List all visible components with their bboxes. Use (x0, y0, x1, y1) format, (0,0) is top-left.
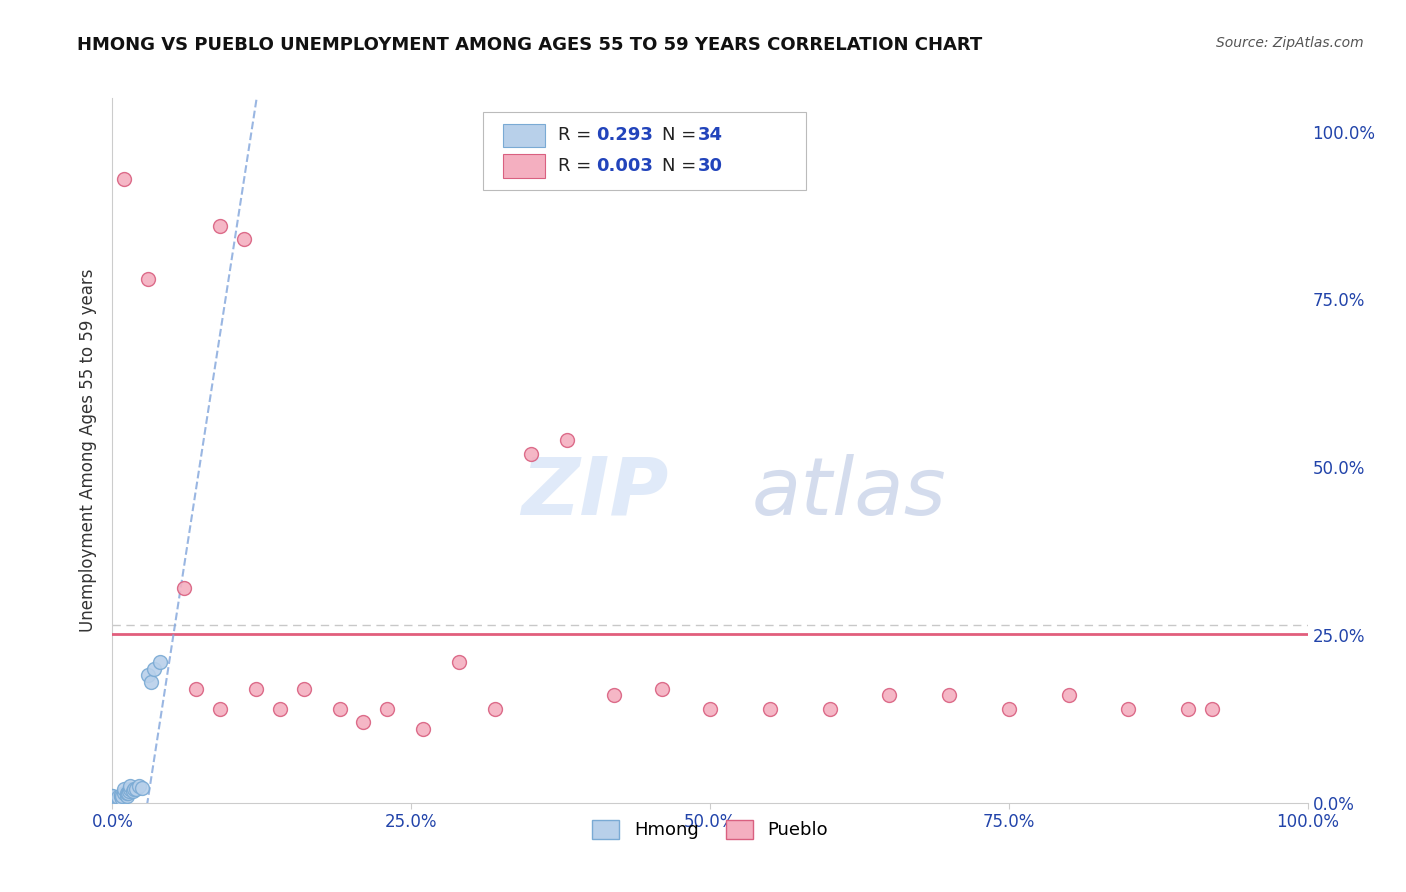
Point (292, 681, 315, 696)
Text: atlas: atlas (752, 454, 946, 532)
Point (101, 792, 124, 806)
Point (125, 782, 148, 797)
Point (233, 232, 256, 246)
Point (101, 789, 124, 803)
Point (555, 434, 578, 448)
Point (110, 788, 132, 802)
Point (114, 782, 135, 797)
Point (143, 662, 166, 676)
Point (651, 681, 673, 696)
Text: N =: N = (662, 157, 702, 175)
Point (818, 702, 841, 716)
Point (1177, 702, 1199, 716)
Point (138, 668, 160, 682)
Point (209, 219, 232, 233)
Point (118, 783, 141, 797)
Point (121, 783, 143, 797)
Text: 30: 30 (699, 157, 723, 175)
Point (1201, 702, 1223, 716)
Point (998, 702, 1021, 716)
Point (209, 702, 232, 716)
Point (101, 796, 124, 810)
Point (329, 702, 352, 716)
Point (101, 796, 124, 810)
Point (879, 689, 901, 703)
Point (603, 689, 626, 703)
Point (245, 681, 267, 696)
Text: 0.293: 0.293 (596, 127, 654, 145)
Point (122, 782, 145, 797)
Point (110, 789, 132, 803)
Point (114, 786, 135, 800)
Point (269, 702, 291, 716)
Text: 0.003: 0.003 (596, 157, 654, 175)
Point (699, 702, 721, 716)
FancyBboxPatch shape (503, 154, 546, 178)
Point (117, 786, 139, 800)
Point (139, 675, 162, 690)
Point (377, 702, 399, 716)
Point (101, 789, 124, 803)
Point (484, 702, 506, 716)
Point (128, 779, 150, 793)
Point (107, 790, 129, 805)
Text: HMONG VS PUEBLO UNEMPLOYMENT AMONG AGES 55 TO 59 YEARS CORRELATION CHART: HMONG VS PUEBLO UNEMPLOYMENT AMONG AGES … (77, 36, 983, 54)
Text: Source: ZipAtlas.com: Source: ZipAtlas.com (1216, 36, 1364, 50)
Point (186, 681, 208, 696)
Text: ZIP: ZIP (520, 454, 668, 532)
Point (138, 272, 160, 286)
Point (107, 792, 129, 806)
Text: N =: N = (662, 127, 702, 145)
Point (759, 702, 782, 716)
Point (115, 789, 138, 803)
Text: R =: R = (558, 157, 598, 175)
Point (114, 171, 135, 186)
FancyBboxPatch shape (484, 112, 806, 190)
Point (120, 779, 142, 793)
Y-axis label: Unemployment Among Ages 55 to 59 years: Unemployment Among Ages 55 to 59 years (79, 268, 97, 632)
Point (101, 796, 124, 810)
Point (352, 715, 374, 730)
Point (101, 790, 124, 805)
Point (107, 796, 129, 810)
Point (101, 790, 124, 805)
Point (101, 792, 124, 806)
Legend: Hmong, Pueblo: Hmong, Pueblo (585, 813, 835, 847)
Point (101, 796, 124, 810)
Point (173, 581, 195, 595)
Point (115, 786, 138, 800)
Point (520, 447, 543, 461)
Text: R =: R = (558, 127, 598, 145)
Point (111, 789, 134, 803)
Point (149, 655, 172, 669)
FancyBboxPatch shape (503, 124, 546, 147)
Point (131, 780, 153, 795)
Point (111, 792, 134, 806)
Point (447, 655, 470, 669)
Text: 34: 34 (699, 127, 723, 145)
Point (1057, 689, 1080, 703)
Point (412, 722, 434, 736)
Point (938, 689, 960, 703)
Point (1118, 702, 1140, 716)
Point (120, 782, 142, 797)
